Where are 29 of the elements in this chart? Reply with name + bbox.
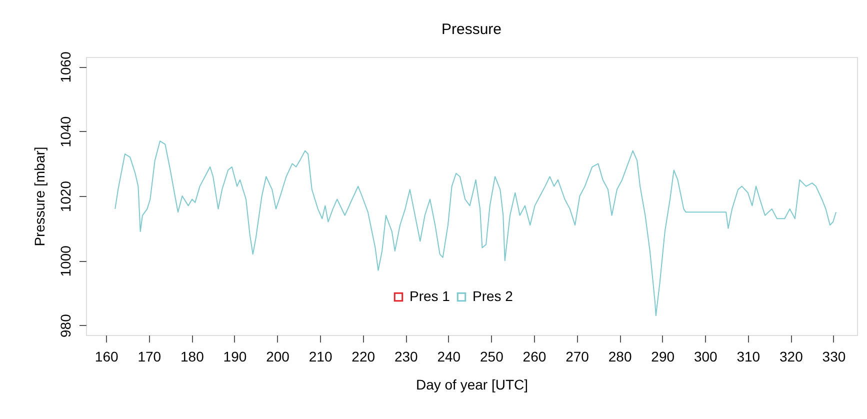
line-series (114, 140, 837, 316)
y-axis-title: Pressure [mbar] (32, 146, 48, 246)
x-tick-label: 170 (138, 348, 162, 364)
legend-label: Pres 2 (472, 288, 514, 304)
x-tick-label: 180 (180, 348, 204, 364)
legend-label: Pres 1 (410, 288, 450, 304)
y-tick-label: 1040 (58, 116, 74, 148)
x-axis-title: Day of year [UTC] (416, 376, 528, 392)
x-tick-label: 320 (780, 348, 804, 364)
x-tick-label: 270 (566, 348, 590, 364)
x-tick-label: 200 (266, 348, 290, 364)
y-tick-label: 1060 (58, 51, 74, 83)
x-tick-label: 210 (308, 348, 332, 364)
x-tick-label: 160 (94, 348, 118, 364)
x-tick-label: 240 (437, 348, 461, 364)
y-tick-label: 1000 (58, 245, 74, 277)
x-tick-label: 260 (522, 348, 546, 364)
x-tick-label: 310 (736, 348, 760, 364)
x-tick-label: 230 (394, 348, 418, 364)
x-tick-label: 190 (223, 348, 247, 364)
y-tick-label: 980 (58, 314, 74, 338)
y-tick-label: 1020 (58, 180, 74, 212)
x-tick-label: 280 (608, 348, 632, 364)
x-tick-label: 300 (694, 348, 718, 364)
x-tick-label: 330 (822, 348, 846, 364)
x-tick-label: 220 (352, 348, 376, 364)
x-tick-label: 250 (480, 348, 504, 364)
chart-title: Pressure (441, 21, 502, 38)
x-tick-label: 290 (651, 348, 675, 364)
